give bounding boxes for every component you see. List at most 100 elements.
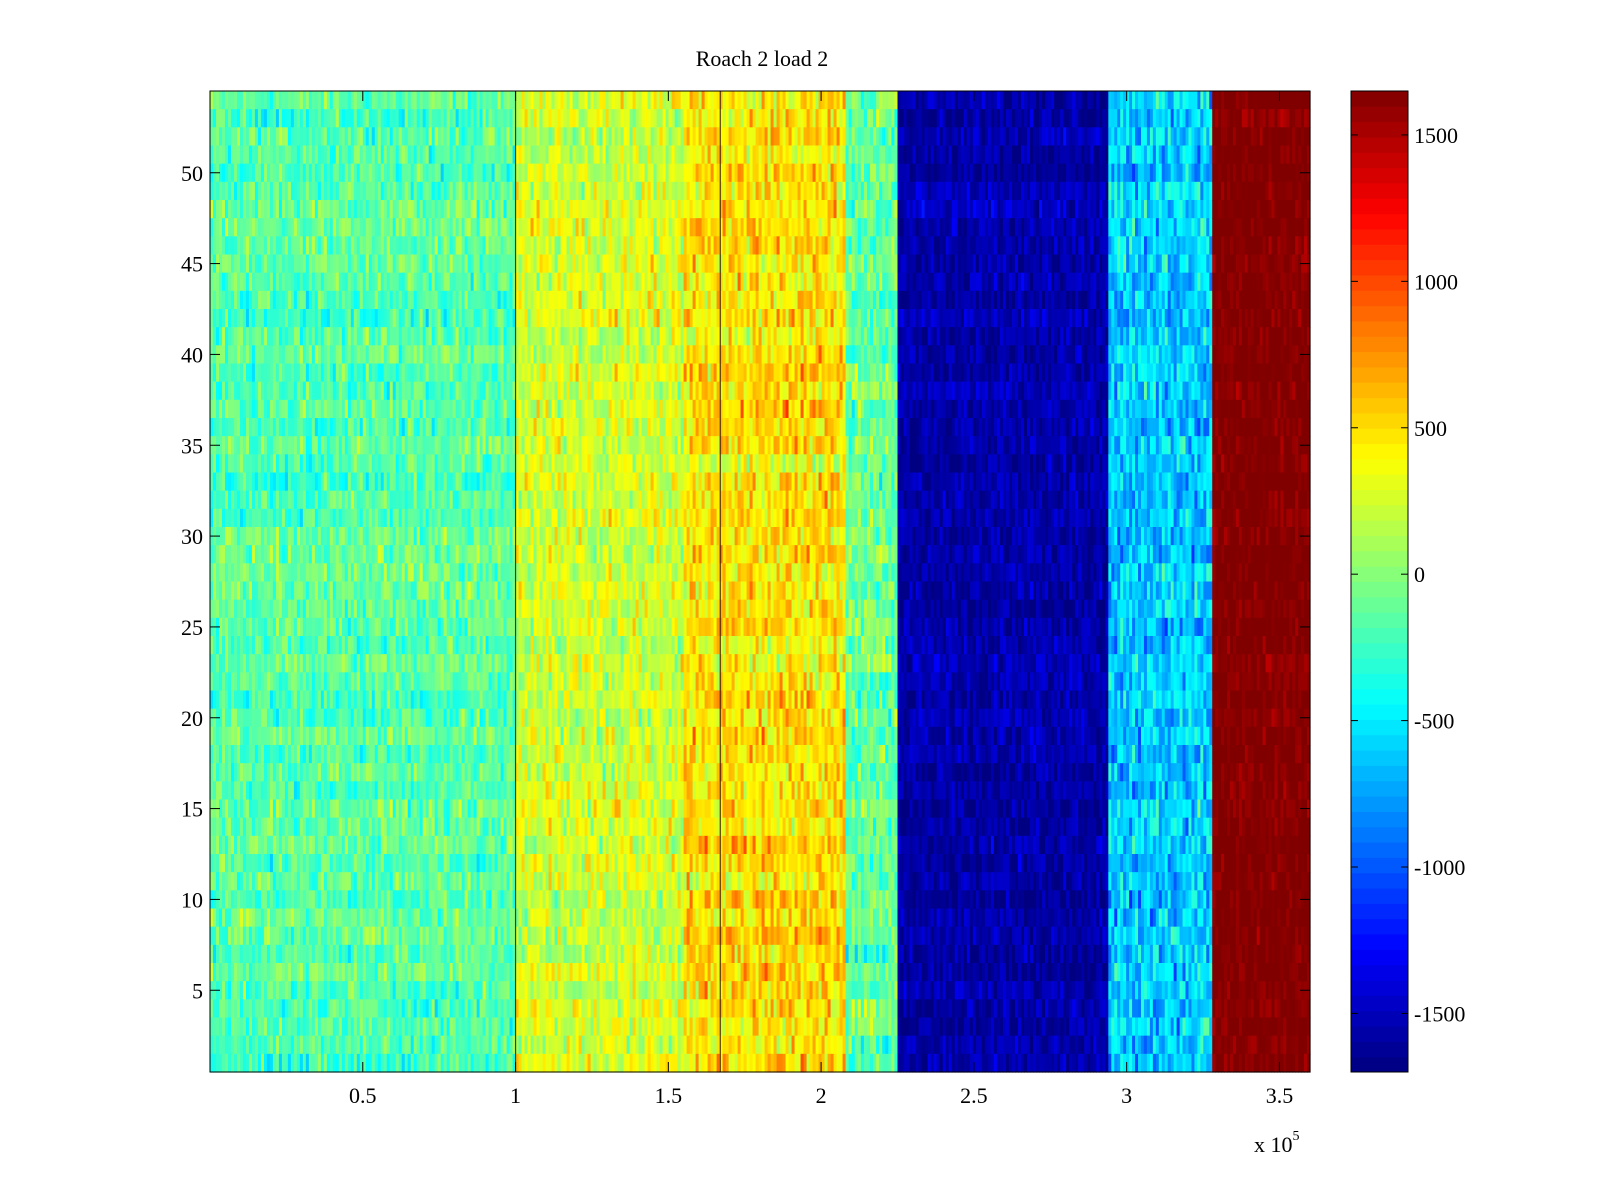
heatmap-cell [227, 327, 232, 346]
heatmap-cell [509, 436, 514, 455]
heatmap-cell [470, 181, 475, 201]
heatmap-cell [299, 381, 304, 401]
heatmap-cell [479, 290, 484, 310]
heatmap-cell [467, 363, 472, 383]
heatmap-cell [479, 399, 484, 419]
heatmap-cell [302, 345, 307, 365]
heatmap-cell [314, 200, 319, 219]
heatmap-cell [305, 181, 310, 201]
heatmap-cell [257, 236, 262, 256]
heatmap-cell [329, 436, 334, 455]
heatmap-cell [353, 290, 358, 310]
heatmap-cell [407, 363, 412, 383]
heatmap-cell [509, 363, 514, 383]
heatmap-cell [371, 345, 376, 365]
heatmap-cell [317, 381, 322, 401]
heatmap-cell [386, 290, 391, 310]
heatmap-cell [245, 399, 250, 419]
heatmap-cell [374, 454, 379, 474]
heatmap-cell [213, 181, 217, 201]
heatmap-cell [437, 109, 442, 128]
heatmap-cell [437, 399, 442, 419]
heatmap-cell [476, 181, 481, 201]
heatmap-cell [428, 145, 433, 165]
heatmap-cell [365, 254, 370, 274]
heatmap-cell [263, 181, 268, 201]
heatmap-cell [503, 290, 508, 310]
heatmap-cell [224, 200, 229, 219]
heatmap-cell [488, 91, 493, 110]
heatmap-cell [380, 91, 385, 110]
heatmap-cell [335, 91, 340, 110]
heatmap-cell [494, 127, 499, 147]
heatmap-cell [509, 127, 514, 147]
heatmap-cell [404, 218, 409, 237]
heatmap-cell [335, 127, 340, 147]
heatmap-cell [368, 290, 373, 310]
heatmap-cell [329, 309, 334, 328]
heatmap-cell [353, 363, 358, 383]
heatmap-cell [380, 309, 385, 328]
heatmap-cell [362, 418, 367, 437]
heatmap-cell [245, 91, 250, 110]
heatmap-cell [377, 290, 382, 310]
heatmap-cell [210, 218, 214, 237]
heatmap-cell [302, 181, 307, 201]
heatmap-cell [236, 290, 241, 310]
heatmap-cell [326, 490, 331, 510]
heatmap-cell [455, 218, 460, 237]
heatmap-cell [350, 363, 355, 383]
heatmap-cell [326, 418, 331, 437]
heatmap-cell [230, 381, 235, 401]
heatmap-cell [305, 91, 310, 110]
heatmap-cell [308, 254, 313, 274]
heatmap-cell [341, 218, 346, 237]
heatmap-cell [386, 327, 391, 346]
heatmap-cell [380, 109, 385, 128]
heatmap-cell [467, 309, 472, 328]
heatmap-cell [440, 109, 445, 128]
heatmap-cell [395, 309, 400, 328]
heatmap-cell [350, 109, 355, 128]
heatmap-cell [230, 127, 235, 147]
heatmap-cell [320, 109, 325, 128]
heatmap-cell [401, 109, 406, 128]
heatmap-cell [227, 272, 232, 292]
heatmap-cell [512, 363, 517, 383]
heatmap-cell [296, 272, 301, 292]
heatmap-cell [452, 181, 457, 201]
heatmap-cell [281, 363, 286, 383]
heatmap-cell [428, 436, 433, 455]
heatmap-cell [383, 91, 388, 110]
heatmap-cell [314, 163, 319, 183]
heatmap-cell [485, 163, 490, 183]
heatmap-cell [512, 272, 517, 292]
heatmap-cell [245, 254, 250, 274]
heatmap-cell [374, 327, 379, 346]
heatmap-cell [275, 254, 280, 274]
heatmap-cell [509, 290, 514, 310]
heatmap-cell [422, 472, 427, 492]
heatmap-cell [239, 436, 244, 455]
heatmap-cell [213, 490, 217, 510]
heatmap-cell [266, 454, 271, 474]
chart-title: Roach 2 load 2 [696, 46, 829, 71]
heatmap-cell [329, 163, 334, 183]
heatmap-cell [386, 399, 391, 419]
heatmap-cell [350, 472, 355, 492]
heatmap-cell [398, 163, 403, 183]
heatmap-cell [335, 454, 340, 474]
heatmap-cell [293, 472, 298, 492]
heatmap-cell [347, 399, 352, 419]
heatmap-cell [413, 91, 418, 110]
heatmap-cell [338, 272, 343, 292]
heatmap-cell [239, 454, 244, 474]
heatmap-cell [257, 363, 262, 383]
heatmap-cell [383, 236, 388, 256]
heatmap-cell [365, 272, 370, 292]
heatmap-cell [482, 181, 487, 201]
heatmap-cell [431, 381, 436, 401]
heatmap-cell [476, 309, 481, 328]
heatmap-cell [356, 127, 361, 147]
heatmap-cell [218, 181, 223, 201]
